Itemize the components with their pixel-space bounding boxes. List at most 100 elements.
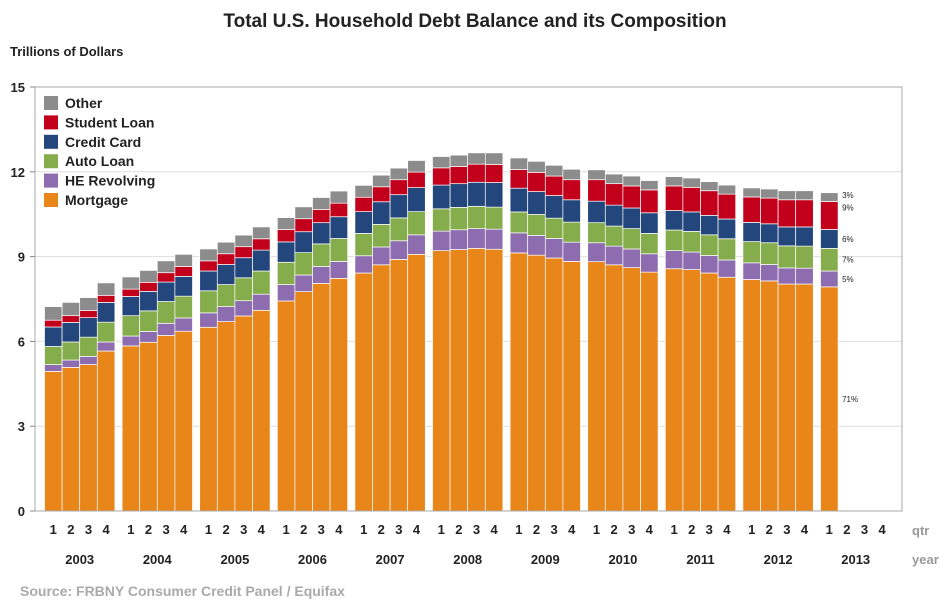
- bar-segment-auto-loan: [329, 238, 349, 262]
- bar-segment-mortgage: [622, 267, 641, 512]
- bar-segment-credit-card: [216, 264, 236, 285]
- quarter-tick-label: 2: [766, 522, 773, 537]
- bar-segment-he-revolving: [234, 300, 253, 317]
- y-tick-label: 12: [11, 165, 25, 180]
- bar-segment-credit-card: [234, 257, 253, 279]
- chart-title: Total U.S. Household Debt Balance and it…: [223, 11, 726, 32]
- bar-segment-other: [79, 297, 98, 311]
- bar-segment-auto-loan: [622, 228, 641, 250]
- quarter-tick-label: 4: [490, 522, 498, 537]
- bar-segment-he-revolving: [276, 284, 296, 302]
- bar-segment-auto-loan: [276, 261, 296, 285]
- bar-segment-mortgage: [544, 257, 564, 512]
- legend-label: HE Revolving: [65, 173, 155, 189]
- bar-segment-student-loan: [682, 186, 701, 213]
- bar-segment-credit-card: [587, 200, 606, 224]
- bar-segment-auto-loan: [312, 243, 331, 267]
- bar-segment-student-loan: [587, 179, 606, 202]
- quarter-tick-label: 1: [593, 522, 600, 537]
- quarter-tick-label: 2: [145, 522, 152, 537]
- bar-segment-auto-loan: [820, 248, 839, 272]
- year-tick-label: 2006: [298, 552, 327, 567]
- legend-swatch: [44, 154, 58, 169]
- bar-segment-credit-card: [544, 195, 564, 219]
- bar-segment-student-loan: [640, 189, 659, 214]
- bar-segment-auto-loan: [449, 207, 469, 231]
- bar-segment-other: [795, 190, 814, 201]
- bar-segment-mortgage: [484, 248, 504, 512]
- bar-segment-other: [760, 188, 779, 199]
- bar-segment-other: [527, 160, 546, 173]
- bar-segment-auto-loan: [587, 222, 606, 244]
- bar-segment-he-revolving: [760, 264, 779, 282]
- bar-segment-auto-loan: [640, 233, 659, 255]
- bar-segment-mortgage: [199, 326, 218, 512]
- year-tick-label: 2013: [841, 552, 870, 567]
- bar-segment-student-loan: [622, 185, 641, 209]
- bar-segment-auto-loan: [700, 234, 719, 256]
- legend-label: Student Loan: [65, 114, 154, 130]
- bar-segment-student-loan: [432, 167, 451, 186]
- bar-segment-he-revolving: [312, 266, 331, 284]
- bar-segment-credit-card: [312, 222, 331, 245]
- bar-segment-auto-loan: [467, 205, 486, 229]
- bar-segment-credit-card: [604, 204, 624, 227]
- bar-segment-mortgage: [252, 309, 271, 512]
- quarter-tick-label: 3: [318, 522, 325, 537]
- bar-segment-other: [432, 156, 451, 169]
- bar-segment-auto-loan: [432, 208, 451, 232]
- bar-segment-credit-card: [174, 276, 193, 297]
- quarter-tick-label: 4: [258, 522, 266, 537]
- quarter-tick-label: 2: [533, 522, 540, 537]
- bar-segment-other: [509, 157, 529, 170]
- quarter-tick-label: 4: [801, 522, 809, 537]
- bar-segment-mortgage: [795, 283, 814, 512]
- bar-segment-mortgage: [664, 268, 684, 512]
- quarter-tick-label: 1: [670, 522, 677, 537]
- year-tick-label: 2004: [143, 552, 173, 567]
- bar-segment-other: [587, 169, 606, 181]
- quarter-tick-label: 2: [688, 522, 695, 537]
- bar-segment-other: [139, 270, 158, 283]
- bar-segment-other: [276, 217, 296, 230]
- bar-segment-student-loan: [527, 172, 546, 192]
- bar-segment-student-loan: [544, 175, 564, 196]
- bar-segment-credit-card: [795, 226, 814, 247]
- bar-segment-credit-card: [252, 249, 271, 272]
- bar-segment-credit-card: [742, 222, 761, 242]
- bar-segment-credit-card: [79, 317, 98, 338]
- year-tick-label: 2005: [220, 552, 249, 567]
- y-tick-label: 6: [18, 334, 25, 349]
- share-annotation: 6%: [842, 235, 854, 244]
- bar-segment-credit-card: [156, 281, 176, 302]
- bar-segment-auto-loan: [795, 245, 814, 269]
- bar-segment-credit-card: [640, 212, 659, 234]
- bar-segment-mortgage: [432, 250, 451, 512]
- bar-segment-mortgage: [96, 350, 116, 512]
- bar-segment-other: [372, 174, 391, 188]
- bar-segment-student-loan: [407, 171, 426, 188]
- bar-segment-mortgage: [760, 280, 779, 512]
- bar-segment-credit-card: [777, 226, 797, 247]
- bar-segment-he-revolving: [61, 359, 81, 368]
- bar-segment-auto-loan: [139, 310, 158, 332]
- bar-segment-auto-loan: [96, 321, 116, 343]
- bar-segment-student-loan: [777, 199, 797, 228]
- bar-segment-other: [156, 260, 176, 274]
- quarter-tick-label: 1: [282, 522, 289, 537]
- bar-segment-student-loan: [312, 209, 331, 224]
- quarter-tick-label: 4: [723, 522, 731, 537]
- quarter-tick-label: 4: [646, 522, 654, 537]
- year-tick-label: 2003: [65, 552, 94, 567]
- share-annotation: 9%: [842, 203, 854, 212]
- quarter-tick-label: 2: [378, 522, 385, 537]
- bar-segment-student-loan: [294, 218, 313, 233]
- bar-segment-he-revolving: [96, 341, 116, 352]
- quarter-tick-label: 3: [162, 522, 169, 537]
- bar-segment-he-revolving: [354, 255, 373, 274]
- bar-segment-student-loan: [700, 190, 719, 216]
- bar-segment-student-loan: [372, 186, 391, 203]
- bar-segment-other: [294, 206, 313, 220]
